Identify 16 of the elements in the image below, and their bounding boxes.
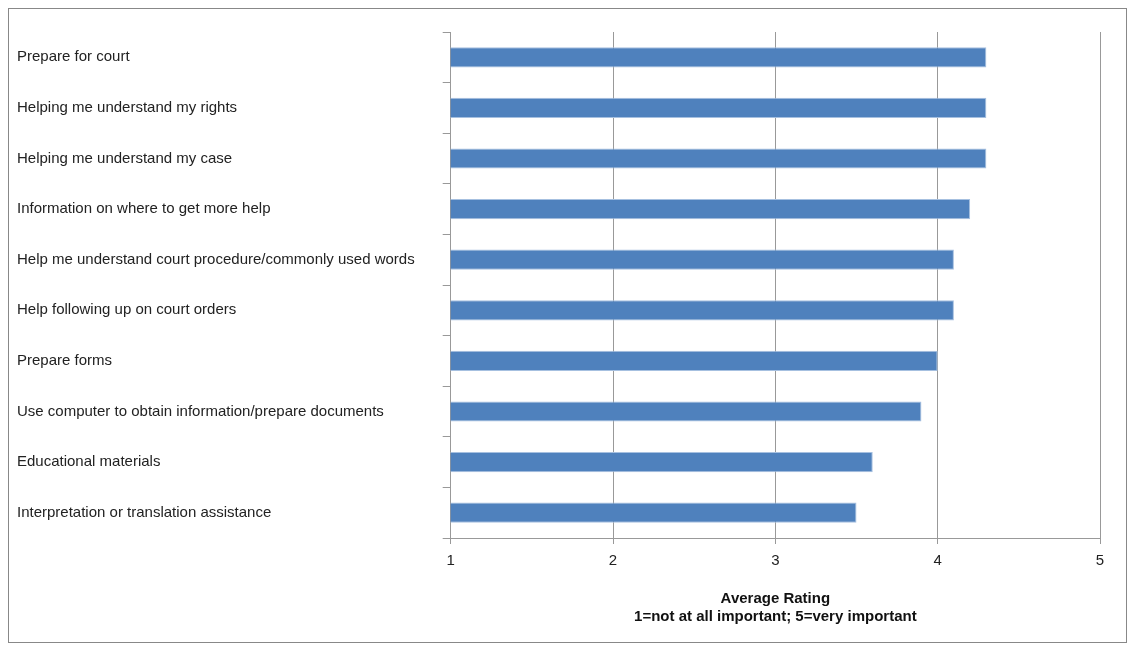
x-tick-label: 2	[608, 551, 618, 569]
x-axis-title: Average Rating 1=not at all important; 5=very important	[634, 589, 917, 625]
x-tick-label: 4	[933, 551, 942, 569]
x-tick-label: 1	[446, 551, 455, 569]
y-tick-label: Interpretation or translation assistance	[17, 502, 272, 520]
y-tick-label: Prepare for court	[17, 47, 131, 65]
y-tick-label: Educational materials	[17, 452, 161, 470]
y-tick-label: Use computer to obtain information/prepare documents	[17, 401, 384, 419]
x-tick-label: 3	[771, 551, 780, 569]
y-tick-label: Helping me understand my rights	[17, 98, 238, 116]
y-tick-label: Information on where to get more help	[17, 199, 271, 217]
y-tick-label: Prepare forms	[17, 351, 113, 369]
y-tick-label: Help following up on court orders	[17, 300, 237, 318]
y-tick-label: Helping me understand my case	[17, 148, 233, 166]
y-tick-label: Help me understand court procedure/commonly used words	[17, 249, 415, 267]
x-tick-label: 5	[1095, 551, 1105, 569]
